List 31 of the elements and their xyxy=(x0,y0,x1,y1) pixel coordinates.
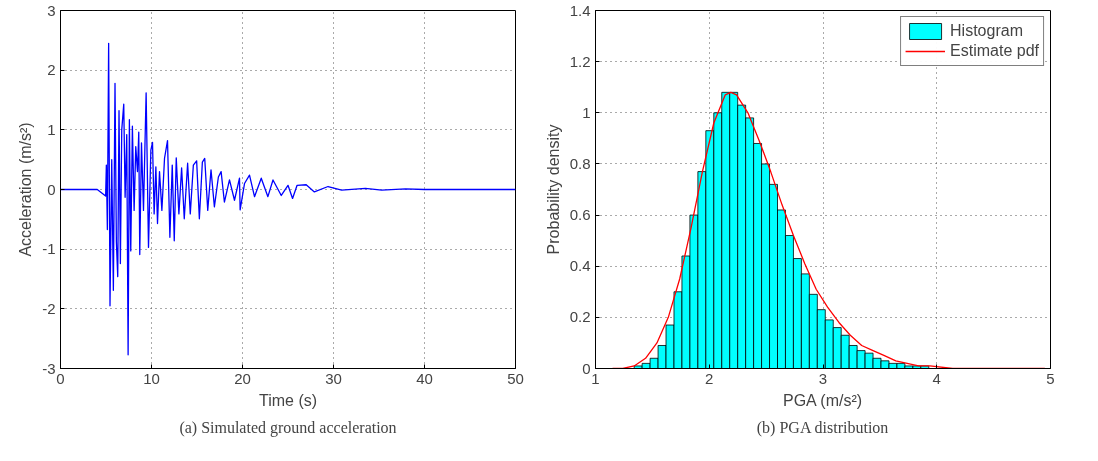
legend-label: Estimate pdf xyxy=(950,42,1039,60)
y-tick-label: -3 xyxy=(42,359,56,377)
text: (a) Simulated ground acceleration xyxy=(179,418,397,437)
y-tick-label: 2 xyxy=(47,61,56,79)
text: (b) PGA distribution xyxy=(756,418,889,437)
x-tick-label: 3 xyxy=(818,369,828,387)
y-tick-label: 1 xyxy=(582,103,591,121)
x-tick-label: 30 xyxy=(325,369,342,387)
x-tick-label: 40 xyxy=(416,369,433,387)
x-tick-label: 10 xyxy=(143,369,160,387)
y-tick-label: 0.4 xyxy=(569,257,591,275)
y-tick-label: 1.4 xyxy=(569,1,591,19)
legend-label: Histogram xyxy=(950,22,1023,40)
y-tick-label: -2 xyxy=(42,299,56,317)
x-tick-label: 4 xyxy=(932,369,941,387)
x-tick-label: 20 xyxy=(234,369,251,387)
y-tick-label: 3 xyxy=(47,1,56,19)
y-tick-label: 1.2 xyxy=(569,52,591,70)
y-tick-label: 0.6 xyxy=(569,206,591,224)
x-axis-title: PGA (m/s²) xyxy=(783,391,863,409)
x-axis-title: Time (s) xyxy=(258,391,318,409)
y-axis-title: Acceleration (m/s²) xyxy=(17,122,35,257)
x-tick-label: 50 xyxy=(507,369,524,387)
y-tick-label: -1 xyxy=(42,240,56,258)
y-tick-label: 0.2 xyxy=(569,308,591,326)
y-tick-label: 0 xyxy=(47,180,56,198)
x-tick-label: 5 xyxy=(1046,369,1055,387)
y-tick-label: 1 xyxy=(47,120,56,138)
x-tick-label: 2 xyxy=(705,369,714,387)
y-tick-label: 0.8 xyxy=(569,154,591,172)
y-axis-title: Probability density xyxy=(544,124,562,255)
